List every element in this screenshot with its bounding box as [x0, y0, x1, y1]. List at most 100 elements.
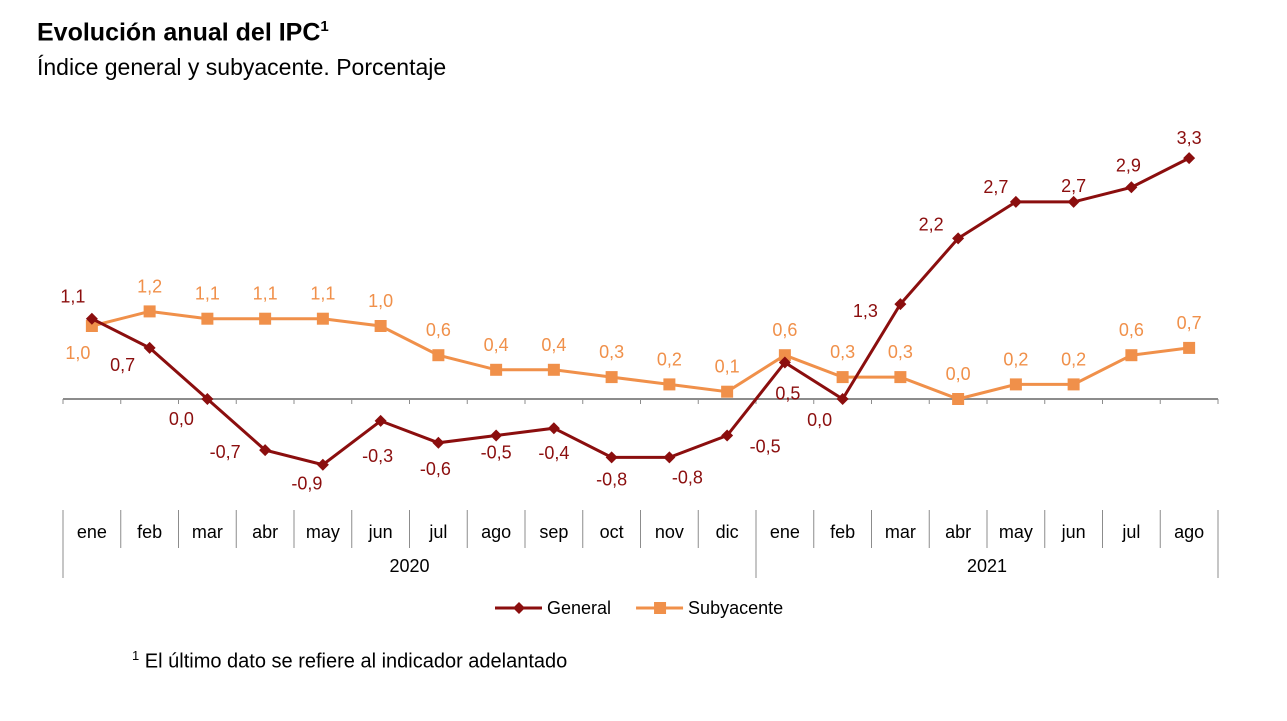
data-point-square — [432, 349, 445, 362]
data-point-diamond — [1009, 195, 1022, 208]
data-point-square — [259, 312, 272, 325]
data-point-diamond — [316, 458, 329, 471]
data-point-square — [490, 363, 503, 376]
data-point-square — [894, 371, 907, 384]
data-point-diamond — [894, 298, 907, 311]
data-point-square — [85, 320, 98, 332]
data-label: 1,2 — [137, 276, 162, 296]
data-label: -0,5 — [481, 443, 512, 463]
data-label: 1,1 — [310, 284, 335, 304]
x-tick-label: sep — [539, 522, 568, 542]
data-point-diamond — [432, 436, 445, 449]
data-point-square — [201, 312, 214, 325]
data-label: 0,2 — [1061, 349, 1086, 369]
x-tick-label: abr — [945, 522, 971, 542]
data-label: -0,4 — [538, 443, 569, 463]
data-label: 1,1 — [60, 287, 85, 307]
data-label: 0,7 — [1177, 313, 1202, 333]
data-label: 0,6 — [1119, 320, 1144, 340]
data-point-diamond — [547, 422, 560, 435]
data-label: 0,2 — [1003, 349, 1028, 369]
data-point-diamond — [85, 312, 98, 325]
series-line-subyacente — [91, 309, 1190, 401]
data-label: 0,4 — [484, 335, 509, 355]
data-label: 0,3 — [888, 342, 913, 362]
data-point-diamond — [374, 414, 387, 427]
data-label: 0,6 — [772, 320, 797, 340]
x-tick-label: mar — [885, 522, 916, 542]
data-label: 2,2 — [919, 214, 944, 234]
data-point-diamond — [490, 429, 503, 442]
legend-square-marker — [654, 602, 667, 614]
x-tick-label: abr — [252, 522, 278, 542]
data-label: 0,0 — [946, 364, 971, 384]
data-label: 0,4 — [541, 335, 566, 355]
data-point-square — [1125, 349, 1138, 362]
x-tick-label: jun — [1061, 522, 1086, 542]
data-point-square — [1067, 378, 1080, 391]
data-point-diamond — [201, 393, 214, 405]
data-label: 0,1 — [715, 357, 740, 377]
data-label: 0,0 — [169, 409, 194, 429]
data-label: 1,3 — [853, 301, 878, 321]
data-point-diamond — [952, 232, 965, 245]
legend-label: Subyacente — [688, 598, 783, 618]
data-point-square — [374, 320, 387, 332]
data-point-square — [663, 378, 676, 391]
data-label: -0,9 — [291, 474, 322, 494]
data-label: 0,7 — [110, 355, 135, 375]
data-label: -0,8 — [596, 469, 627, 489]
data-point-diamond — [778, 356, 791, 369]
data-label: 0,6 — [426, 320, 451, 340]
data-label: 2,9 — [1116, 155, 1141, 175]
data-point-square — [952, 393, 965, 405]
footnote: 1 El último dato se refiere al indicador… — [132, 648, 567, 674]
series-line-general — [91, 156, 1190, 467]
data-point-square — [778, 349, 791, 362]
data-point-square — [836, 371, 849, 384]
x-tick-label: ago — [1174, 522, 1204, 542]
data-point-square — [316, 312, 329, 325]
year-label: 2021 — [967, 556, 1007, 576]
data-label: -0,8 — [672, 467, 703, 487]
title-superscript: 1 — [320, 18, 329, 35]
data-point-diamond — [605, 451, 618, 464]
data-label: -0,5 — [750, 437, 781, 457]
legend-diamond-marker — [513, 602, 525, 614]
data-label: 0,0 — [807, 410, 832, 430]
x-tick-label: feb — [137, 522, 162, 542]
x-tick-label: may — [306, 522, 340, 542]
data-label: -0,6 — [420, 459, 451, 479]
data-label: 2,7 — [983, 177, 1008, 197]
footnote-mark: 1 — [132, 648, 140, 663]
data-label: 0,3 — [599, 342, 624, 362]
data-label: -0,7 — [210, 442, 241, 462]
data-point-square — [1009, 378, 1022, 391]
data-label: 0,2 — [657, 349, 682, 369]
data-point-square — [721, 385, 734, 398]
year-label: 2020 — [389, 556, 429, 576]
data-point-square — [547, 363, 560, 376]
data-point-diamond — [143, 341, 156, 354]
data-point-diamond — [836, 393, 849, 405]
x-tick-label: oct — [600, 522, 624, 542]
data-label: 1,0 — [368, 291, 393, 311]
x-tick-label: ene — [770, 522, 800, 542]
data-label: 1,0 — [65, 343, 90, 363]
x-tick-label: dic — [716, 522, 739, 542]
chart-title: Evolución anual del IPC1 — [37, 18, 329, 47]
x-tick-label: may — [999, 522, 1033, 542]
title-text: Evolución anual del IPC — [37, 18, 321, 47]
data-label: 2,7 — [1061, 176, 1086, 196]
data-point-square — [143, 305, 156, 318]
x-tick-label: ene — [77, 522, 107, 542]
data-point-diamond — [259, 444, 272, 457]
x-tick-label: jul — [428, 522, 447, 542]
chart-subtitle: Índice general y subyacente. Porcentaje — [37, 54, 447, 80]
x-tick-label: mar — [192, 522, 223, 542]
data-label: 0,3 — [830, 342, 855, 362]
x-tick-label: feb — [830, 522, 855, 542]
data-point-square — [605, 371, 618, 384]
x-tick-label: nov — [655, 522, 684, 542]
